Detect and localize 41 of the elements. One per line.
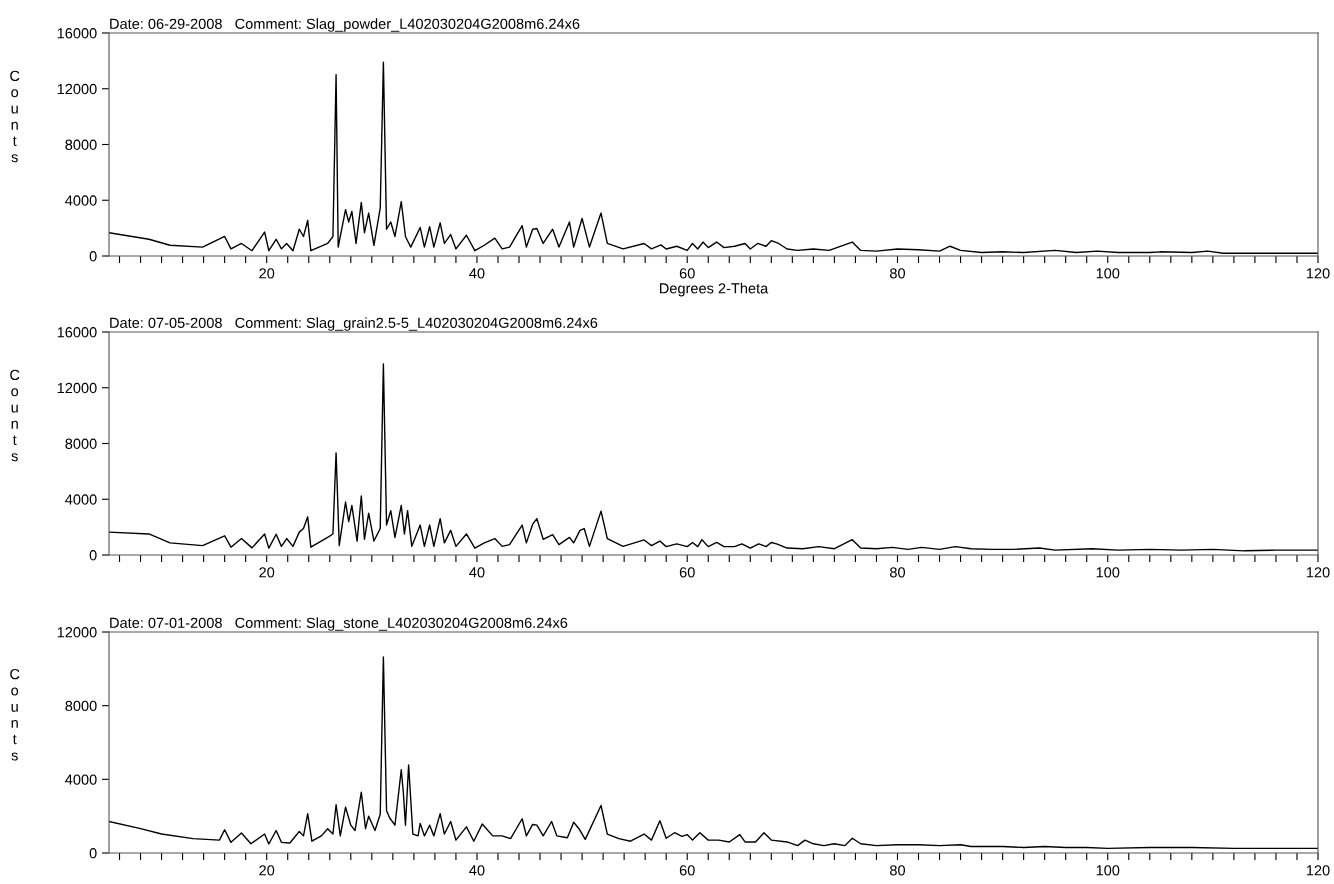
line-series (109, 656, 1318, 850)
x-tick-label: 80 (890, 865, 906, 876)
x-tick-label: 20 (259, 567, 275, 578)
x-tick-label: 120 (1306, 567, 1330, 578)
x-tick-label: 20 (259, 268, 275, 279)
chart-title: Date: 07-01-2008 Comment: Slag_stone_L402030204G2008m6.24x6 (110, 617, 568, 631)
x-tick-label: 80 (890, 268, 906, 279)
y-tick-label: 8000 (65, 139, 97, 150)
y-tick-label: 4000 (65, 494, 97, 505)
x-tick-label: 20 (259, 865, 275, 876)
x-tick-label: 100 (1096, 268, 1120, 279)
y-tick-label: 12000 (57, 627, 97, 638)
x-tick-label: 60 (679, 567, 695, 578)
x-tick-label: 40 (469, 865, 485, 876)
x-tick-label: 80 (890, 567, 906, 578)
y-axis-title: Counts (10, 70, 20, 163)
line-series (109, 363, 1318, 552)
x-tick-label: 40 (469, 567, 485, 578)
x-tick-label: 60 (679, 268, 695, 279)
y-tick-label: 16000 (57, 327, 97, 338)
y-tick-label: 12000 (57, 382, 97, 394)
y-tick-label: 4000 (65, 774, 97, 785)
y-axis-title: Counts (10, 668, 20, 761)
x-tick-label: 40 (469, 268, 485, 279)
x-tick-label: 60 (679, 865, 695, 876)
y-tick-label: 16000 (57, 28, 97, 39)
x-tick-label: 120 (1306, 865, 1330, 876)
y-tick-label: 8000 (65, 700, 97, 712)
y-tick-label: 0 (89, 848, 97, 859)
chart-title: Date: 06-29-2008 Comment: Slag_powder_L402030204G2008m6.24x6 (110, 18, 580, 32)
x-tick-label: 120 (1306, 268, 1330, 279)
chart-title: Date: 07-05-2008 Comment: Slag_grain2.5-5_L402030204G2008m6.24x6 (110, 317, 598, 331)
y-tick-label: 0 (89, 550, 97, 561)
x-tick-label: 100 (1096, 865, 1120, 876)
y-tick-label: 4000 (65, 195, 97, 206)
y-tick-label: 12000 (57, 83, 97, 95)
y-tick-label: 0 (89, 251, 97, 262)
x-axis-title: Degrees 2-Theta (659, 282, 769, 297)
x-tick-label: 100 (1096, 567, 1120, 578)
y-axis-title: Counts (10, 369, 20, 462)
y-tick-label: 8000 (65, 438, 97, 449)
